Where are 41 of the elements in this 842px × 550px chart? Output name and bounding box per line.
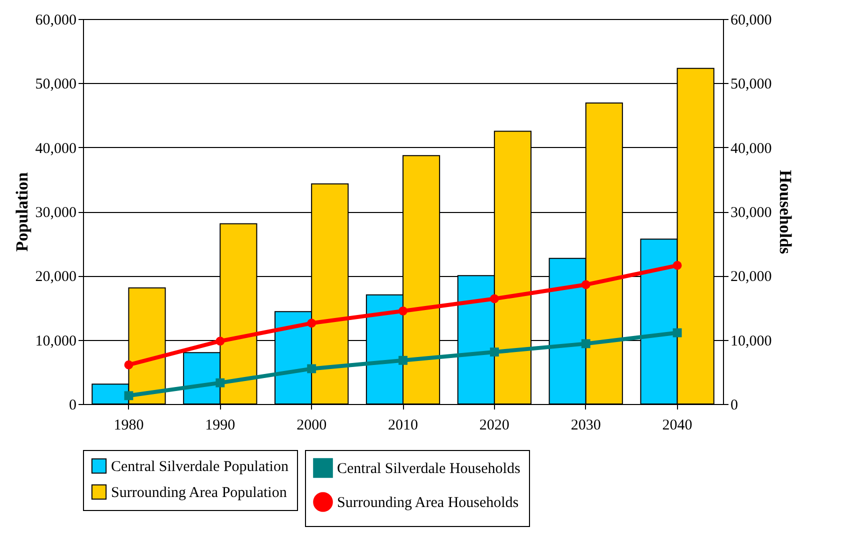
legend-label: Surrounding Area Population <box>111 485 288 501</box>
legend-label: Central Silverdale Households <box>337 461 520 477</box>
y2-tick-label: 60,000 <box>730 12 772 28</box>
legend-label: Central Silverdale Population <box>111 459 289 475</box>
point <box>307 318 316 328</box>
y2-tick-label: 20,000 <box>730 269 772 286</box>
y-tick-label: 30,000 <box>35 205 76 221</box>
point <box>307 364 316 374</box>
x-tick-label: 1990 <box>205 418 236 434</box>
y2-tick-label: 40,000 <box>730 140 772 157</box>
y-tick-label: 50,000 <box>35 76 76 93</box>
point <box>216 336 225 346</box>
point <box>216 378 225 388</box>
y-tick-label: 60,000 <box>35 12 76 28</box>
y-tick-label: 20,000 <box>35 269 76 286</box>
x-tick-label: 2000 <box>296 418 327 434</box>
y2-tick-label: 10,000 <box>730 333 772 350</box>
point <box>124 360 134 370</box>
point <box>398 356 408 365</box>
y2-tick-label: 50,000 <box>730 76 772 93</box>
point <box>124 391 134 400</box>
y-tick-label: 40,000 <box>35 140 76 157</box>
y-axis-title: Population <box>12 172 32 252</box>
point <box>398 306 408 316</box>
y2-tick-label: 0 <box>730 398 738 414</box>
point <box>581 339 590 348</box>
point <box>581 280 590 290</box>
x-tick-label: 1980 <box>114 418 144 434</box>
x-tick-label: 2040 <box>662 418 692 434</box>
x-tick-label: 2030 <box>570 418 601 434</box>
y-tick-label: 0 <box>69 398 76 414</box>
x-tick-label: 2010 <box>388 418 418 434</box>
legend-label: Surrounding Area Households <box>337 495 519 511</box>
point <box>490 294 499 304</box>
y2-axis-title: Households <box>776 170 795 254</box>
y2-tick-label: 30,000 <box>730 205 772 221</box>
y-tick-label: 10,000 <box>35 333 76 350</box>
point <box>672 260 682 270</box>
point <box>490 348 499 356</box>
x-tick-label: 2020 <box>479 418 510 434</box>
point <box>672 328 682 338</box>
